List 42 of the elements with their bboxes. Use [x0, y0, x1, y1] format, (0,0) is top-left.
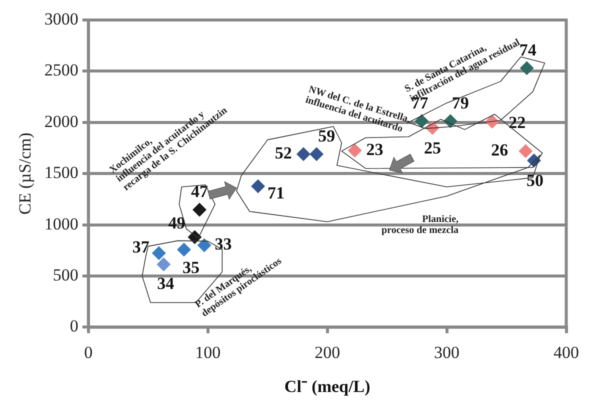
point [176, 242, 191, 257]
y-tick-label: 3000 [44, 9, 78, 28]
x-tick-label: 200 [314, 342, 340, 362]
point [414, 114, 429, 128]
annotation: 34 [157, 274, 175, 293]
point [518, 144, 533, 158]
y-tick-label: 1000 [44, 214, 78, 234]
point [251, 179, 266, 194]
y-axis-title: CE (µS/cm) [16, 132, 35, 215]
annotation: 23 [366, 140, 384, 159]
y-tick-label: 500 [52, 265, 78, 284]
point [156, 257, 171, 272]
annotation: 35 [182, 258, 200, 278]
annotation: 22 [508, 113, 526, 132]
annotation: 26 [491, 140, 508, 160]
point [310, 147, 324, 162]
y-tick-label: 2000 [44, 112, 78, 131]
annotation: Planicie, proceso de mezcla [382, 214, 459, 236]
x-axis-title: Cl⁻ (meq/L) [284, 377, 370, 396]
annotation: 49 [168, 213, 186, 232]
annotation: 37 [132, 238, 150, 257]
annotation: 79 [452, 93, 469, 112]
x-tick-label: 300 [434, 342, 460, 362]
y-tick-label: 2500 [44, 60, 78, 80]
point [348, 144, 362, 158]
x-tick-label: 100 [195, 342, 221, 362]
annotation: 52 [274, 144, 292, 163]
y-tick-label: 1500 [44, 163, 78, 182]
annotation: 74 [519, 40, 537, 60]
annotation: 47 [191, 182, 208, 202]
y-tick-label: 0 [70, 316, 78, 336]
point [152, 246, 166, 260]
point [197, 238, 212, 252]
x-tick-label: 400 [554, 342, 579, 362]
x-tick-label: 0 [84, 342, 93, 362]
annotation: 33 [214, 234, 232, 254]
annotation: 71 [268, 184, 285, 203]
point [296, 147, 310, 162]
point [520, 61, 534, 76]
annotation: 59 [318, 126, 336, 146]
annotation: 50 [526, 170, 544, 190]
annotation: 25 [424, 138, 441, 158]
